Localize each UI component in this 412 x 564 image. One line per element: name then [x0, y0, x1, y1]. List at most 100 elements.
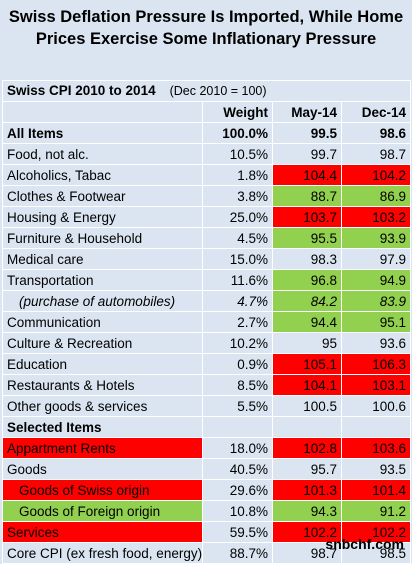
page-title: Swiss Deflation Pressure Is Imported, Wh…	[0, 0, 412, 80]
row-weight: 5.5%	[202, 395, 273, 417]
table-row: Furniture & Household 4.5% 95.5 93.9	[2, 227, 412, 249]
row-may: 94.3	[272, 500, 342, 522]
row-may: 96.8	[272, 269, 342, 291]
row-dec: 86.9	[340, 185, 412, 207]
row-label: Goods	[2, 458, 203, 480]
row-label: Goods of Swiss origin	[2, 479, 203, 501]
table-row: Clothes & Footwear 3.8% 88.7 86.9	[2, 185, 412, 207]
row-may: 104.4	[272, 164, 342, 186]
header-dec: Dec-14	[340, 101, 412, 123]
row-label: Transportation	[2, 269, 203, 291]
row-dec: 104.2	[340, 164, 412, 186]
row-label: All Items	[2, 122, 203, 144]
row-label: (purchase of automobiles)	[2, 290, 203, 312]
row-label: Housing & Energy	[2, 206, 203, 228]
row-weight: 4.5%	[202, 227, 273, 249]
row-weight: 11.6%	[202, 269, 273, 291]
table-row: Housing & Energy 25.0% 103.7 103.2	[2, 206, 412, 228]
table-row: Services 59.5% 102.2 102.2	[2, 521, 412, 543]
row-label: Core CPI (ex fresh food, energy)	[2, 542, 203, 564]
row-dec: 93.5	[340, 458, 412, 480]
row-may: 101.3	[272, 479, 342, 501]
title-line-1: Swiss Deflation Pressure Is Imported, Wh…	[8, 8, 404, 26]
table-title: Swiss CPI 2010 to 2014 (Dec 2010 = 100)	[1, 80, 412, 102]
column-header-row: Weight May-14 Dec-14	[2, 101, 412, 123]
row-label: Education	[2, 353, 203, 375]
row-dec: 102.2	[340, 521, 412, 543]
table-title-row: Swiss CPI 2010 to 2014 (Dec 2010 = 100)	[1, 80, 412, 102]
row-dec: 98.7	[340, 143, 412, 165]
row-may: 100.5	[272, 395, 342, 417]
row-label: Furniture & Household	[2, 227, 203, 249]
row-weight: 25.0%	[202, 206, 273, 228]
table-row: Alcoholics, Tabac 1.8% 104.4 104.2	[2, 164, 412, 186]
row-may: 99.5	[272, 122, 342, 144]
row-may: 98.3	[272, 248, 342, 270]
table-row: Food, not alc. 10.5% 99.7 98.7	[2, 143, 412, 165]
row-weight: 15.0%	[202, 248, 273, 270]
row-label: Food, not alc.	[2, 143, 203, 165]
row-dec: 94.9	[340, 269, 412, 291]
row-weight: 0.9%	[202, 353, 273, 375]
table-row: Culture & Recreation 10.2% 95 93.6	[2, 332, 412, 354]
row-dec: 95.1	[340, 311, 412, 333]
table-row: Restaurants & Hotels 8.5% 104.1 103.1	[2, 374, 412, 396]
row-label: Appartment Rents	[2, 437, 203, 459]
row-may: 94.4	[272, 311, 342, 333]
table-row: Other goods & services 5.5% 100.5 100.6	[2, 395, 412, 417]
row-label: Alcoholics, Tabac	[2, 164, 203, 186]
table-row: Goods of Foreign origin 10.8% 94.3 91.2	[2, 500, 412, 522]
header-blank	[2, 101, 203, 123]
row-may: 88.7	[272, 185, 342, 207]
table-row: Goods of Swiss origin 29.6% 101.3 101.4	[2, 479, 412, 501]
row-may: 104.1	[272, 374, 342, 396]
row-label: Restaurants & Hotels	[2, 374, 203, 396]
row-weight: 40.5%	[202, 458, 273, 480]
selected-items-header-row: Selected Items	[2, 416, 412, 438]
row-weight: 88.7%	[202, 542, 273, 564]
table-row: Medical care 15.0% 98.3 97.9	[2, 248, 412, 270]
row-weight: 10.8%	[202, 500, 273, 522]
row-dec: 93.9	[340, 227, 412, 249]
row-weight: 3.8%	[202, 185, 273, 207]
row-may: 105.1	[272, 353, 342, 375]
table-row: Appartment Rents 18.0% 102.8 103.6	[2, 437, 412, 459]
header-may: May-14	[272, 101, 342, 123]
row-label: Goods of Foreign origin	[2, 500, 203, 522]
selected-items-header: Selected Items	[2, 416, 203, 438]
row-label: Services	[2, 521, 203, 543]
row-dec: 93.6	[340, 332, 412, 354]
row-dec: 103.2	[340, 206, 412, 228]
row-dec: 103.6	[340, 437, 412, 459]
source-watermark: snbchf.com	[325, 536, 404, 552]
table-row: Transportation 11.6% 96.8 94.9	[2, 269, 412, 291]
row-may: 102.8	[272, 437, 342, 459]
table-row: Goods 40.5% 95.7 93.5	[2, 458, 412, 480]
row-weight: 8.5%	[202, 374, 273, 396]
table-row: Communication 2.7% 94.4 95.1	[2, 311, 412, 333]
row-may: 103.7	[272, 206, 342, 228]
row-may: 99.7	[272, 143, 342, 165]
row-dec: 100.6	[340, 395, 412, 417]
row-may: 95.5	[272, 227, 342, 249]
row-dec: 83.9	[340, 290, 412, 312]
row-weight: 59.5%	[202, 521, 273, 543]
row-label: Clothes & Footwear	[2, 185, 203, 207]
title-line-2: Prices Exercise Some Inflationary Pressu…	[35, 30, 377, 48]
row-label: Communication	[2, 311, 203, 333]
row-dec: 98.6	[340, 122, 412, 144]
row-weight: 29.6%	[202, 479, 273, 501]
row-label: Medical care	[2, 248, 203, 270]
row-may: 84.2	[272, 290, 342, 312]
row-weight: 4.7%	[202, 290, 273, 312]
row-label: Other goods & services	[2, 395, 203, 417]
row-may: 95	[272, 332, 342, 354]
base-note: (Dec 2010 = 100)	[169, 84, 267, 98]
row-label: Culture & Recreation	[2, 332, 203, 354]
row-dec: 101.4	[340, 479, 412, 501]
row-may: 95.7	[272, 458, 342, 480]
row-weight: 100.0%	[202, 122, 273, 144]
row-weight: 18.0%	[202, 437, 273, 459]
row-weight: 1.8%	[202, 164, 273, 186]
